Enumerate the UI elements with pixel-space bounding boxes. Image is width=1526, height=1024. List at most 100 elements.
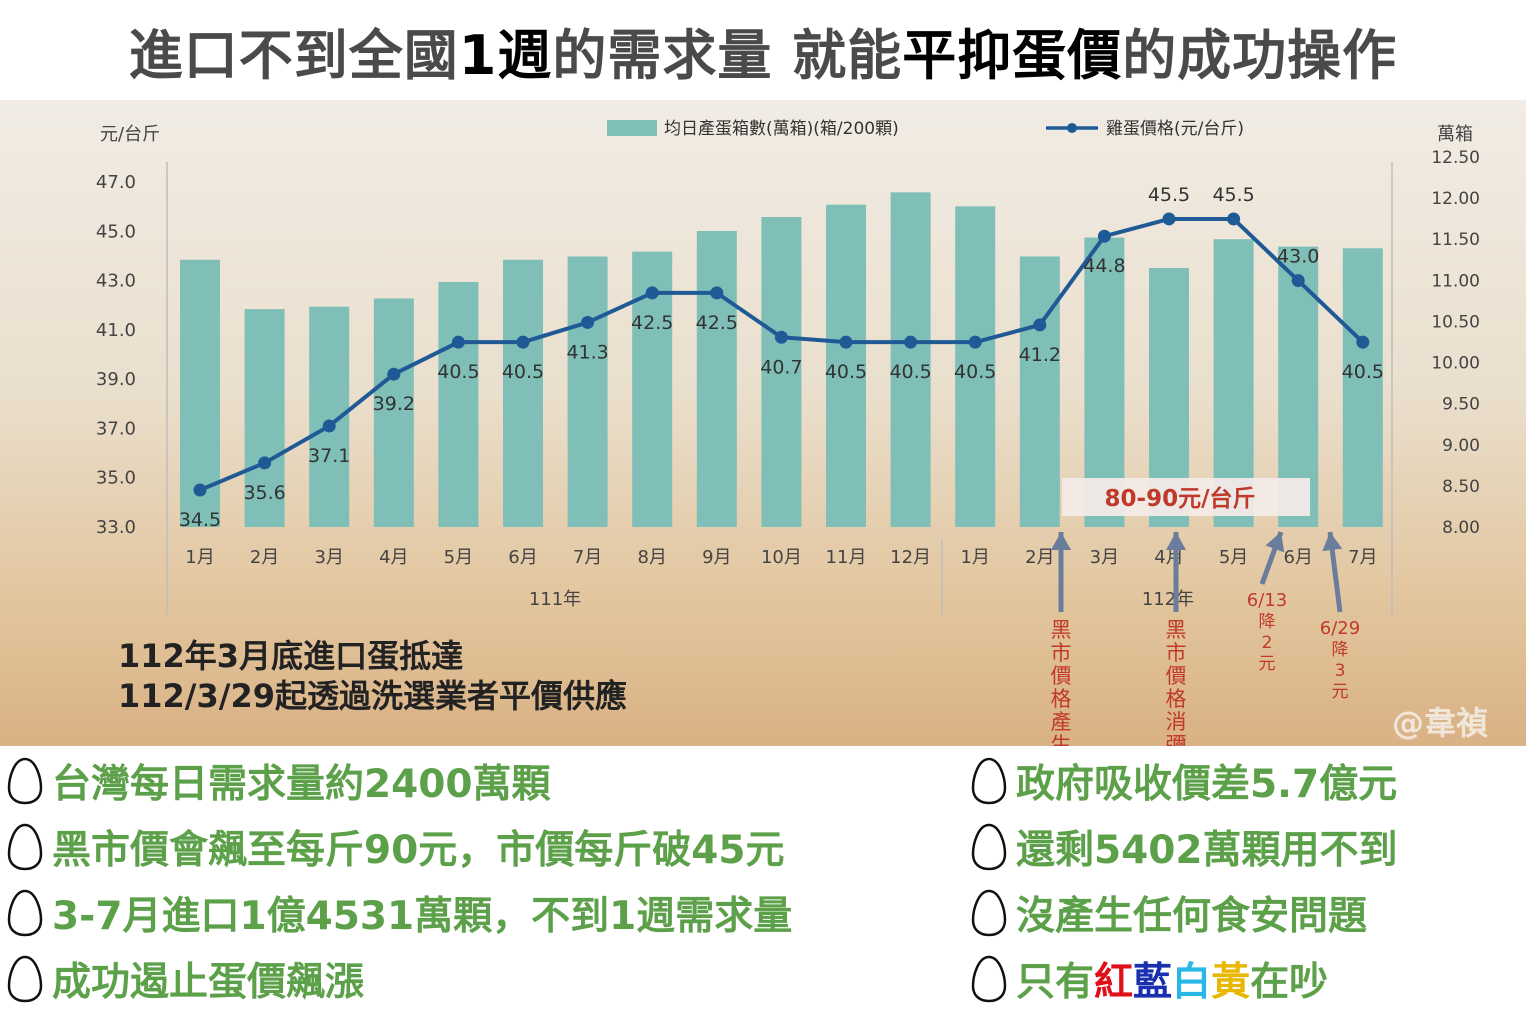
egg-icon — [971, 823, 1007, 871]
headline-part-1: 進口不到全國 — [128, 23, 459, 87]
word-blue: 藍 — [1133, 960, 1173, 1005]
x-tick-label: 3月 — [314, 547, 343, 568]
bar — [567, 256, 608, 527]
x-tick-label: 4月 — [379, 547, 408, 568]
bullet-text: 黑市價會飆至每斤90元，市價每斤破45元 — [52, 828, 785, 873]
x-tick-label: 3月 — [1090, 547, 1119, 568]
price-point — [193, 483, 207, 497]
annotation-price-cut-2: 元 — [1332, 682, 1349, 702]
x-tick-label: 5月 — [444, 547, 473, 568]
annotation-black-market-start: 生 — [1051, 733, 1072, 746]
bar — [1019, 256, 1060, 527]
bullet-item: 台灣每日需求量約2400萬顆 — [6, 748, 792, 814]
egg-icon — [7, 889, 43, 937]
x-tick-label: 6月 — [1283, 547, 1312, 568]
price-point — [904, 335, 918, 349]
left-tick-label: 41.0 — [96, 320, 136, 341]
left-tick-label: 39.0 — [96, 369, 136, 390]
bullet-text: 還剩5402萬顆用不到 — [1016, 828, 1398, 873]
left-axis-unit: 元/台斤 — [100, 124, 160, 145]
x-tick-label: 12月 — [890, 547, 931, 568]
bullet-list-left: 台灣每日需求量約2400萬顆 黑市價會飆至每斤90元，市價每斤破45元 3-7月… — [6, 748, 792, 1012]
annotation-price-cut-1: 降 — [1259, 612, 1276, 632]
bar — [826, 204, 866, 527]
price-data-label: 39.2 — [373, 393, 415, 415]
x-tick-label: 1月 — [185, 547, 214, 568]
price-point — [387, 367, 401, 381]
price-cut-2-arrow-head — [1322, 532, 1343, 552]
price-callout-box — [1062, 478, 1310, 516]
annotation-price-cut-1: 6/13 — [1247, 590, 1287, 611]
annotation-black-market-start: 產 — [1051, 710, 1072, 734]
annotation-black-market-end: 價 — [1166, 664, 1187, 688]
bullet-text: 成功遏止蛋價飆漲 — [52, 960, 365, 1005]
bullet-text-colored: 只有紅藍白黃在吵 — [1016, 951, 1328, 1007]
price-data-label: 40.7 — [760, 356, 802, 378]
right-tick-label: 9.00 — [1442, 436, 1480, 456]
price-point — [451, 335, 465, 349]
right-tick-label: 10.50 — [1431, 312, 1480, 332]
price-data-label: 40.5 — [889, 361, 931, 383]
x-tick-label: 2月 — [1025, 547, 1054, 568]
x-tick-label: 9月 — [702, 547, 731, 568]
headline: 進口不到全國 1週 的需求量 就能 平抑蛋價 的成功操作 — [0, 0, 1526, 100]
bullet-text: 3-7月進口1億4531萬顆，不到1週需求量 — [52, 894, 793, 939]
price-data-label: 45.5 — [1212, 184, 1254, 206]
price-data-label: 37.1 — [308, 445, 350, 467]
bar — [1342, 248, 1383, 527]
x-tick-label: 11月 — [826, 547, 867, 568]
annotation-price-cut-2: 3 — [1335, 661, 1346, 681]
right-tick-label: 8.50 — [1442, 477, 1480, 497]
price-point — [1097, 229, 1111, 243]
annotation-price-cut-1: 2 — [1262, 633, 1273, 653]
annotation-black-market-start: 格 — [1051, 687, 1072, 711]
egg-icon — [7, 955, 43, 1003]
bar — [438, 281, 479, 527]
price-point — [645, 286, 659, 300]
egg-icon — [7, 757, 43, 805]
headline-part-3: 的需求量 就能 — [552, 23, 903, 87]
right-tick-label: 11.00 — [1431, 271, 1480, 291]
bullet-item: 3-7月進口1億4531萬顆，不到1週需求量 — [6, 880, 792, 946]
x-tick-label: 6月 — [508, 547, 537, 568]
price-data-label: 42.5 — [631, 312, 673, 334]
import-note-line-1: 112年3月底進口蛋抵達 — [118, 637, 464, 675]
price-point — [968, 335, 982, 349]
right-tick-label: 8.00 — [1442, 518, 1480, 538]
price-data-label: 41.3 — [566, 341, 608, 363]
annotation-price-cut-2: 6/29 — [1320, 618, 1360, 639]
x-tick-label: 4月 — [1154, 547, 1183, 568]
price-data-label: 44.8 — [1083, 255, 1125, 277]
price-data-label: 45.5 — [1148, 184, 1190, 206]
legend-bar-label: 均日產蛋箱數(萬箱)(箱/200顆) — [664, 119, 899, 139]
bullet-list-right: 政府吸收價差5.7億元 還剩5402萬顆用不到 沒產生任何食安問題 只有紅藍白黃… — [970, 748, 1398, 1012]
price-point — [774, 330, 788, 344]
price-point — [258, 456, 272, 470]
price-point — [516, 335, 530, 349]
headline-part-4: 平抑蛋價 — [902, 23, 1123, 87]
legend-bar-swatch — [607, 120, 657, 136]
price-callout-text: 80-90元/台斤 — [1105, 485, 1256, 512]
x-tick-label: 2月 — [250, 547, 279, 568]
annotation-black-market-start: 黑 — [1051, 618, 1072, 642]
right-tick-label: 11.50 — [1431, 230, 1480, 250]
left-tick-label: 37.0 — [96, 418, 136, 439]
bar — [761, 217, 802, 527]
price-data-label: 34.5 — [179, 509, 221, 531]
price-data-label: 40.5 — [954, 361, 996, 383]
watermark: @韋禎 — [1392, 704, 1489, 742]
black-market-start-arrow-head — [1051, 532, 1071, 550]
legend-line-label: 雞蛋價格(元/台斤) — [1106, 119, 1244, 139]
chart-panel: 均日產蛋箱數(萬箱)(箱/200顆) 雞蛋價格(元/台斤) 元/台斤 萬箱 47.0 45… — [0, 100, 1526, 746]
bullet-item: 沒產生任何食安問題 — [970, 880, 1398, 946]
price-data-label: 40.5 — [825, 361, 867, 383]
right-tick-label: 12.00 — [1431, 189, 1480, 209]
import-note-line-2: 112/3/29起透過洗選業者平價供應 — [118, 677, 627, 715]
price-data-label: 40.5 — [502, 361, 544, 383]
left-tick-label: 45.0 — [96, 221, 136, 242]
bullet-item: 政府吸收價差5.7億元 — [970, 748, 1398, 814]
price-data-label: 42.5 — [696, 312, 738, 334]
annotation-black-market-end: 黑 — [1166, 618, 1187, 642]
annotation-black-market-end: 消 — [1166, 710, 1187, 734]
bar — [955, 206, 996, 527]
